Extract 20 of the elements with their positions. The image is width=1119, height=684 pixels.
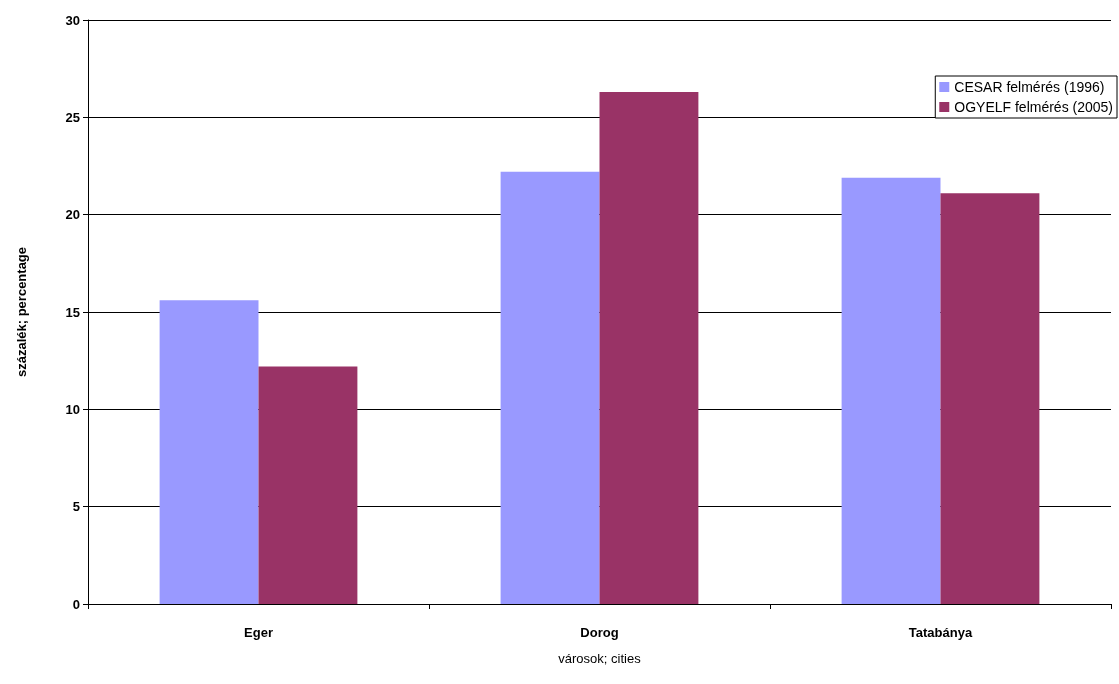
bar <box>940 193 1040 604</box>
y-tick-label: 20 <box>65 207 80 223</box>
bar <box>841 177 941 604</box>
x-tick-label: Tatabánya <box>908 625 973 640</box>
y-tick-label: 30 <box>65 12 80 28</box>
legend-label: OGYELF felmérés (2005) <box>954 99 1114 115</box>
y-tick-label: 25 <box>65 109 80 125</box>
x-axis-title: városok; cities <box>558 651 642 666</box>
y-tick-label: 15 <box>65 304 80 320</box>
y-tick-label: 10 <box>65 401 80 417</box>
y-axis-title: százalék; percentage <box>14 246 29 378</box>
legend-label: CESAR felmérés (1996) <box>954 79 1105 95</box>
bar <box>258 366 358 604</box>
y-tick-label: 5 <box>72 499 80 515</box>
bar <box>599 92 699 604</box>
y-tick-label: 0 <box>72 596 80 612</box>
bar <box>500 171 600 604</box>
x-tick-label: Dorog <box>580 625 619 640</box>
x-tick-label: Eger <box>244 625 273 640</box>
bar <box>159 300 259 604</box>
